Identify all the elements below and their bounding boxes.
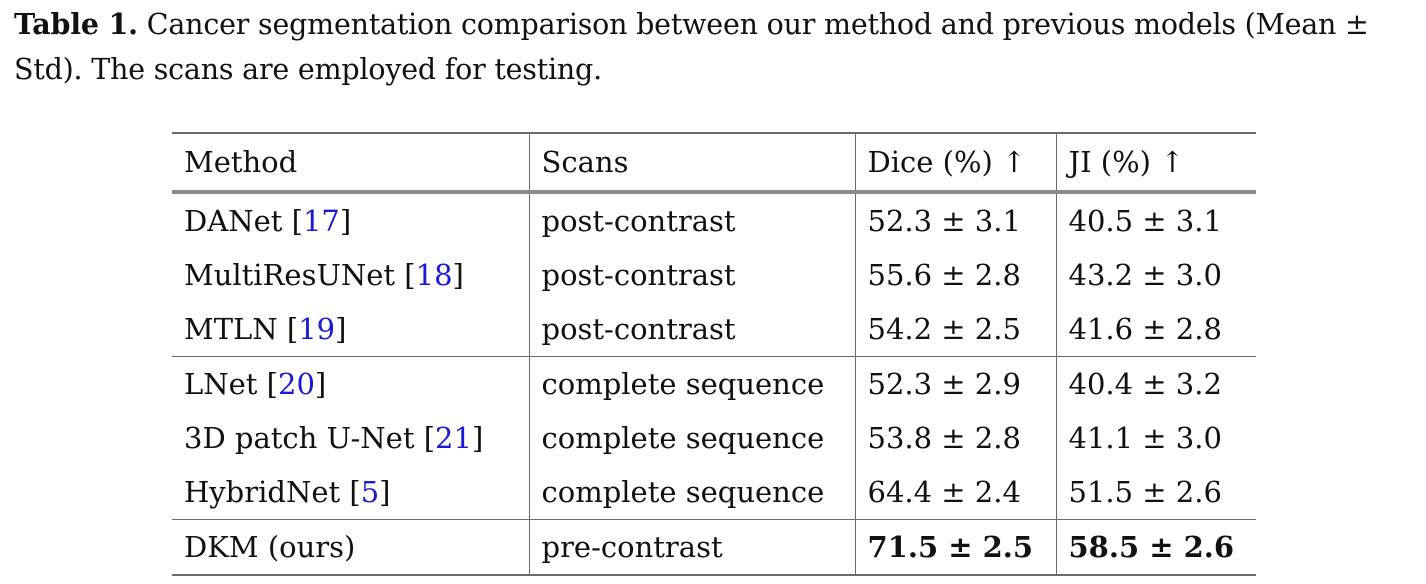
scans-cell: post-contrast <box>528 192 855 248</box>
method-cell: DKM (ours) <box>172 519 529 576</box>
ji-cell: 43.2 ± 3.0 <box>1055 248 1256 302</box>
scans-cell: complete sequence <box>528 411 855 465</box>
table-row: LNet [20] complete sequence 52.3 ± 2.9 4… <box>172 356 1256 411</box>
scans-cell: post-contrast <box>528 248 855 302</box>
method-cell: MultiResUNet [18] <box>184 258 464 292</box>
ji-cell-best: 58.5 ± 2.6 <box>1055 519 1256 576</box>
ji-cell: 51.5 ± 2.6 <box>1055 465 1256 520</box>
scans-cell: complete sequence <box>528 465 855 520</box>
dice-cell: 53.8 ± 2.8 <box>854 411 1056 465</box>
dice-cell: 55.6 ± 2.8 <box>854 248 1056 302</box>
method-cell: 3D patch U-Net [21] <box>184 421 484 455</box>
table-label: Table 1. <box>14 7 138 41</box>
table-row-ours: DKM (ours) pre-contrast 71.5 ± 2.5 58.5 … <box>172 519 1256 576</box>
scans-cell: post-contrast <box>528 302 855 357</box>
table-row: MTLN [19] post-contrast 54.2 ± 2.5 41.6 … <box>172 302 1256 357</box>
ji-cell: 41.6 ± 2.8 <box>1055 302 1256 357</box>
citation-link[interactable]: 21 <box>435 421 472 455</box>
method-name: 3D patch U-Net <box>184 421 415 455</box>
method-name: LNet <box>184 367 258 401</box>
caption-text: Cancer segmentation comparison between o… <box>14 8 1369 86</box>
method-name: MultiResUNet <box>184 258 396 292</box>
table-row: HybridNet [5] complete sequence 64.4 ± 2… <box>172 465 1256 520</box>
header-ji: JI (%) ↑ <box>1055 132 1256 194</box>
table-row: MultiResUNet [18] post-contrast 55.6 ± 2… <box>172 248 1256 302</box>
table-row: 3D patch U-Net [21] complete sequence 53… <box>172 411 1256 465</box>
citation-link[interactable]: 17 <box>302 204 340 238</box>
method-cell: DANet [17] <box>184 204 352 238</box>
method-cell: HybridNet [5] <box>184 475 391 509</box>
scans-cell: complete sequence <box>528 356 855 411</box>
method-cell: LNet [20] <box>172 356 529 411</box>
header-method: Method <box>172 132 529 194</box>
ji-cell: 41.1 ± 3.0 <box>1055 411 1256 465</box>
citation-link[interactable]: 20 <box>278 367 315 401</box>
dice-cell-best: 71.5 ± 2.5 <box>854 519 1056 576</box>
table-caption: Table 1. Cancer segmentation comparison … <box>14 2 1418 92</box>
dice-cell: 64.4 ± 2.4 <box>854 465 1056 520</box>
citation-link[interactable]: 18 <box>415 258 453 292</box>
citation-link[interactable]: 5 <box>360 475 380 509</box>
ji-cell: 40.4 ± 3.2 <box>1055 356 1256 411</box>
dice-cell: 52.3 ± 3.1 <box>854 192 1056 248</box>
ji-cell: 40.5 ± 3.1 <box>1055 192 1256 248</box>
method-name: MTLN <box>184 312 278 346</box>
results-table: Method Scans Dice (%) ↑ JI (%) ↑ DANet [… <box>172 132 1256 576</box>
table-row: DANet [17] post-contrast 52.3 ± 3.1 40.5… <box>172 192 1256 248</box>
dice-cell: 54.2 ± 2.5 <box>854 302 1056 357</box>
method-cell: MTLN [19] <box>184 312 347 346</box>
method-name: DANet <box>184 204 283 238</box>
dice-cell: 52.3 ± 2.9 <box>854 356 1056 411</box>
citation-link[interactable]: 19 <box>298 312 336 346</box>
header-row: Method Scans Dice (%) ↑ JI (%) ↑ <box>172 132 1256 194</box>
header-dice: Dice (%) ↑ <box>854 132 1056 194</box>
header-scans: Scans <box>528 132 855 194</box>
method-name: HybridNet <box>184 475 341 509</box>
scans-cell: pre-contrast <box>528 519 855 576</box>
